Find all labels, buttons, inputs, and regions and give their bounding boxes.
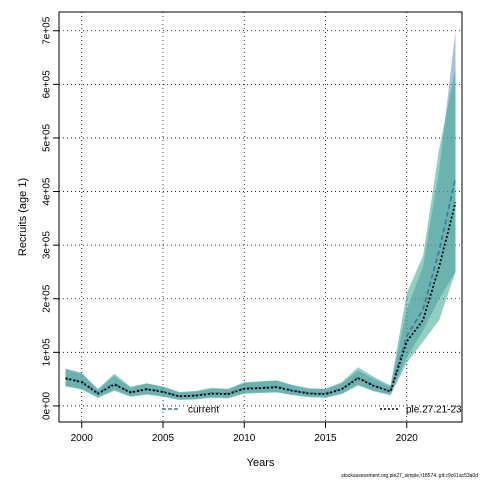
x-tick-label: 2000 [71,433,94,444]
x-tick-label: 2010 [233,433,256,444]
confidence-band-2 [65,68,456,401]
confidence-bands [65,30,456,401]
y-tick-label: 7e+05 [42,16,53,45]
y-axis-title: Recruits (age 1) [17,178,29,256]
x-axis-title: Years [247,457,275,469]
x-tick-label: 2020 [396,433,419,444]
y-tick-label: 2e+05 [42,284,53,313]
x-tick-label: 2005 [152,433,175,444]
x-tick-label: 2015 [314,433,337,444]
legend-label-2: ple.27.21-23 [406,405,462,416]
grid-lines [59,12,462,422]
y-tick-label: 6e+05 [42,70,53,99]
confidence-band-1 [65,30,456,400]
y-tick-label: 5e+05 [42,123,53,152]
series-lines [65,177,457,398]
footer-note: stockassessment.org,ple27_simple,r18574.… [341,473,478,479]
legend-label-1: current [188,405,219,416]
series-line-2 [65,202,457,398]
y-tick-label: 4e+05 [42,177,53,206]
y-tick-label: 3e+05 [42,231,53,260]
y-tick-label: 1e+05 [42,338,53,367]
plot-frame [58,11,463,423]
y-tick-label: 0e+00 [42,391,53,420]
legend: current ple.27.21-23 [162,405,462,416]
